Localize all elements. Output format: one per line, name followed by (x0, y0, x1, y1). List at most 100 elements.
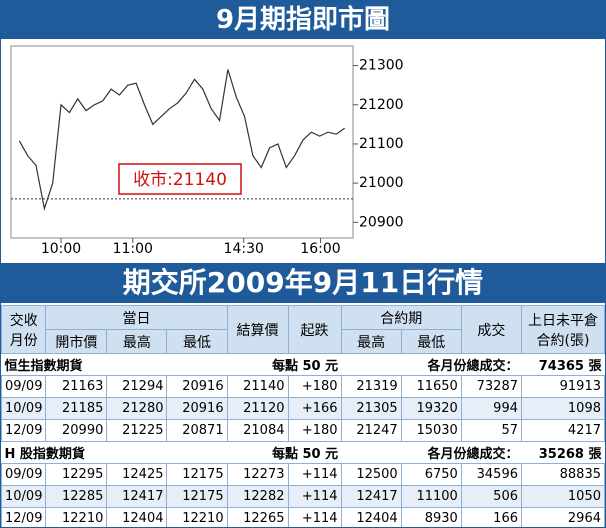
cell: 4217 (521, 419, 605, 442)
x-tick-label: 16:00 (300, 241, 340, 257)
header: 交收月份 (1, 305, 47, 354)
header: 最高 (340, 329, 402, 354)
annotation: 收市:21140 (133, 170, 227, 190)
cell: 6750 (400, 463, 462, 486)
cell: 10/09 (1, 397, 47, 420)
x-tick-label: 14:30 (224, 241, 264, 257)
cell: 1050 (521, 485, 605, 508)
header: 上日未平倉合約(張) (521, 305, 605, 354)
cell: 21084 (226, 419, 289, 442)
cell: 1098 (521, 397, 605, 420)
header: 最低 (400, 329, 462, 354)
cell: 20990 (45, 419, 108, 442)
cell: 12210 (45, 507, 108, 527)
cell: 12417 (340, 485, 402, 508)
total-volume: 74365 張 (521, 353, 605, 376)
data-row: 09/09 21163 21294 20916 21140 +180 21319 11650 7… (1, 375, 605, 398)
cell: 12210 (166, 507, 228, 527)
point-value: 每點 50 元 (227, 353, 342, 376)
cell: 21140 (226, 375, 289, 398)
cell: +180 (287, 419, 342, 442)
cell: 506 (460, 485, 523, 508)
header: 起跌 (287, 305, 342, 354)
cell: 2964 (521, 507, 605, 527)
total-label: 各月份總成交： (341, 441, 522, 464)
data-row: 09/09 12295 12425 12175 12273 +114 12500 6750 34… (1, 463, 605, 486)
cell: 12417 (106, 485, 168, 508)
header: 結算價 (226, 305, 289, 354)
cell: 12273 (226, 463, 289, 486)
chart-title: 9月期指即市圖 (1, 1, 605, 39)
cell: 12175 (166, 463, 228, 486)
y-tick-label: 21300 (359, 58, 404, 74)
data-row: 10/09 21185 21280 20916 21120 +166 21305 19320 9… (1, 397, 605, 420)
cell: 11100 (400, 485, 462, 508)
data-row: 12/09 12210 12404 12210 12265 +114 12404 8930 16… (1, 507, 605, 527)
cell: 20916 (166, 397, 228, 420)
cell: 88835 (521, 463, 605, 486)
cell: 12425 (106, 463, 168, 486)
section-row: H 股指數期貨 每點 50 元各月份總成交： 35268 張 (1, 441, 605, 464)
cell: +180 (287, 375, 342, 398)
x-tick-label: 10:00 (41, 241, 81, 257)
cell: 12404 (106, 507, 168, 527)
cell: 21163 (45, 375, 108, 398)
cell: 15030 (400, 419, 462, 442)
header: 成交 (460, 305, 523, 354)
cell: 12282 (226, 485, 289, 508)
cell: 12/09 (1, 419, 47, 442)
cell: 12/09 (1, 507, 47, 527)
cell: +114 (287, 507, 342, 527)
total-label: 各月份總成交： (341, 353, 522, 376)
cell: 21120 (226, 397, 289, 420)
data-row: 10/09 12285 12417 12175 12282 +114 12417 11100 5… (1, 485, 605, 508)
total-volume: 35268 張 (521, 441, 605, 464)
cell: 12404 (340, 507, 402, 527)
y-tick-label: 21000 (359, 175, 404, 191)
cell: +114 (287, 485, 342, 508)
data-row: 12/09 20990 21225 20871 21084 +180 21247 15030 5… (1, 419, 605, 442)
header: 最高 (106, 329, 168, 354)
cell: 73287 (460, 375, 523, 398)
cell: 34596 (460, 463, 523, 486)
cell: 11650 (400, 375, 462, 398)
section-row: 恒生指數期貨 每點 50 元各月份總成交： 74365 張 (1, 353, 605, 376)
cell: 12500 (340, 463, 402, 486)
cell: 21294 (106, 375, 168, 398)
x-tick-label: 11:00 (113, 241, 153, 257)
cell: 19320 (400, 397, 462, 420)
y-tick-label: 20900 (359, 214, 404, 230)
cell: 12265 (226, 507, 289, 527)
plot-area (10, 45, 354, 239)
cell: 12175 (166, 485, 228, 508)
header: 開市價 (45, 329, 108, 354)
cell: 12295 (45, 463, 108, 486)
cell: +114 (287, 463, 342, 486)
cell: 21280 (106, 397, 168, 420)
point-value: 每點 50 元 (227, 441, 342, 464)
cell: 12285 (45, 485, 108, 508)
table-title: 期交所2009年9月11日行情 (1, 263, 605, 303)
annotation-box (118, 163, 242, 195)
header: 合約期 (340, 305, 462, 330)
y-tick-label: 21100 (359, 136, 404, 152)
cell: 994 (460, 397, 523, 420)
cell: 21247 (340, 419, 402, 442)
section-name: H 股指數期貨 (1, 441, 228, 464)
cell: 09/09 (1, 463, 47, 486)
price-line (18, 69, 346, 211)
header: 當日 (45, 305, 228, 330)
chart: 20900 21000 21100 21200 21300 10:00 11:00 14:30… (10, 45, 404, 257)
header: 最低 (166, 329, 228, 354)
cell: 09/09 (1, 375, 47, 398)
cell: 21185 (45, 397, 108, 420)
cell: 166 (460, 507, 523, 527)
futures-table: 交收月份 當日 結算價 起跌 合約期 成交 上日未平倉合約(張) 開市價 最高 … (1, 305, 605, 527)
cell: 91913 (521, 375, 605, 398)
section-name: 恒生指數期貨 (1, 353, 228, 376)
cell: 21319 (340, 375, 402, 398)
cell: 20916 (166, 375, 228, 398)
y-tick-label: 21200 (359, 97, 404, 113)
cell: 8930 (400, 507, 462, 527)
